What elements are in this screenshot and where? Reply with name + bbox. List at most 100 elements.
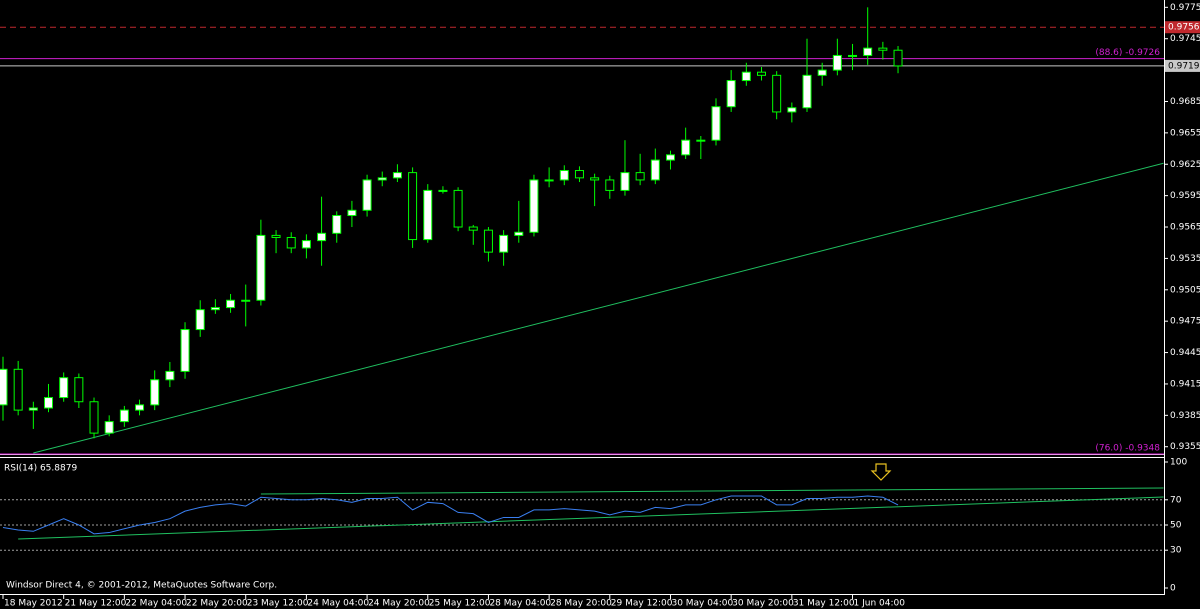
y-tick-label: 0.9565 <box>1170 223 1200 233</box>
x-tick-label: 23 May 12:00 <box>247 599 309 609</box>
y-tick-label: 0.9415 <box>1170 379 1200 389</box>
candle-body <box>0 368 8 406</box>
footer: Windsor Direct 4, © 2001-2012, MetaQuote… <box>6 581 277 591</box>
candle-body <box>453 189 463 228</box>
candle-body <box>150 379 160 406</box>
arrow-annotation <box>870 463 892 481</box>
y-tick-label: 0.9655 <box>1170 128 1200 138</box>
level-label: (88.6) -0.9726 <box>1095 48 1160 58</box>
x-tick-label: 30 May 04:00 <box>671 599 733 609</box>
candle-body <box>650 159 660 181</box>
candle-body <box>104 421 114 434</box>
y-tick-label: 0.9535 <box>1170 254 1200 264</box>
candle-body <box>468 226 478 231</box>
rsi-line <box>2 495 899 535</box>
y-tick-label: 0.9625 <box>1170 160 1200 170</box>
y-tick-label: 70 <box>1170 495 1182 505</box>
candle-body <box>438 189 448 192</box>
x-tick-label: 28 May 20:00 <box>550 599 612 609</box>
candle-body <box>423 189 433 241</box>
x-tick-label: 22 May 04:00 <box>125 599 187 609</box>
candle-body <box>28 407 38 411</box>
candle-body <box>893 49 903 67</box>
candle-body <box>89 401 99 434</box>
y-tick-label: 0.9355 <box>1170 442 1200 452</box>
candle-body <box>271 234 281 238</box>
candle-body <box>241 299 251 302</box>
candle-body <box>499 234 509 253</box>
candle-body <box>635 172 645 181</box>
y-tick-label: 0.9595 <box>1170 191 1200 201</box>
candle-body <box>711 106 721 141</box>
candle-body <box>226 299 236 309</box>
candle-body <box>863 47 873 56</box>
candle-body <box>286 236 296 249</box>
candle-body <box>681 139 691 156</box>
candle-body <box>559 170 569 181</box>
y-tick-label: 50 <box>1170 521 1182 531</box>
candle-body <box>832 54 842 71</box>
candle-body <box>817 69 827 76</box>
price-label-box <box>1165 21 1200 34</box>
candle-body <box>301 240 311 249</box>
y-tick-label: 0.9385 <box>1170 411 1200 421</box>
candle-body <box>772 74 782 113</box>
candle-body <box>165 370 175 381</box>
price-label: 0.9756 <box>1168 23 1200 33</box>
candle-body <box>696 139 706 142</box>
candle-body <box>665 154 675 161</box>
y-tick-label: 0.9685 <box>1170 97 1200 107</box>
x-tick-label: 18 May 2012 <box>4 599 63 609</box>
candle-body <box>544 179 554 182</box>
candle-body <box>362 179 372 211</box>
candle-body <box>878 47 888 51</box>
candle-body <box>74 377 84 403</box>
level-label: (76.0) -0.9348 <box>1095 444 1160 454</box>
x-tick-label: 21 May 12:00 <box>65 599 127 609</box>
candle-body <box>620 172 630 191</box>
candle-body <box>317 232 327 242</box>
y-tick-label: 0.9445 <box>1170 348 1200 358</box>
candle-body <box>787 107 797 113</box>
candle-body <box>377 177 387 181</box>
candle-body <box>741 71 751 82</box>
x-tick-label: 29 May 12:00 <box>611 599 673 609</box>
rsi-title: RSI(14) 65.8879 <box>4 464 77 474</box>
candle-body <box>408 172 418 241</box>
candle-body <box>514 231 524 236</box>
price-label: 0.9719 <box>1168 61 1200 71</box>
candle-body <box>135 404 145 411</box>
x-tick-label: 24 May 20:00 <box>368 599 430 609</box>
candle-body <box>195 309 205 331</box>
candle-body <box>13 368 23 411</box>
y-tick-label: 0 <box>1170 584 1176 594</box>
y-tick-label: 0.9475 <box>1170 317 1200 327</box>
price-label-box <box>1165 59 1200 72</box>
candle-body <box>529 179 539 233</box>
y-tick-label: 30 <box>1170 546 1182 556</box>
x-tick-label: 30 May 20:00 <box>732 599 794 609</box>
trendline <box>18 496 1164 540</box>
candle-body <box>848 54 858 57</box>
candle-body <box>59 377 69 399</box>
candle-body <box>332 215 342 234</box>
candle-body <box>590 177 600 181</box>
y-tick-label: 0.9745 <box>1170 34 1200 44</box>
candle-body <box>574 170 584 179</box>
x-tick-label: 28 May 04:00 <box>489 599 551 609</box>
candle-body <box>757 71 766 76</box>
x-tick-label: 31 May 12:00 <box>793 599 855 609</box>
trendline <box>260 487 1164 495</box>
x-tick-label: 24 May 04:00 <box>307 599 369 609</box>
candle-body <box>605 179 615 191</box>
candle-body <box>347 209 357 217</box>
candle-body <box>726 80 736 108</box>
candle-body <box>483 229 493 253</box>
candle-body <box>119 409 129 423</box>
x-tick-label: 25 May 12:00 <box>429 599 491 609</box>
y-tick-label: 0.9775 <box>1170 3 1200 13</box>
y-tick-label: 0.9505 <box>1170 285 1200 295</box>
y-tick-label: 100 <box>1170 458 1187 468</box>
candle-body <box>44 397 54 409</box>
